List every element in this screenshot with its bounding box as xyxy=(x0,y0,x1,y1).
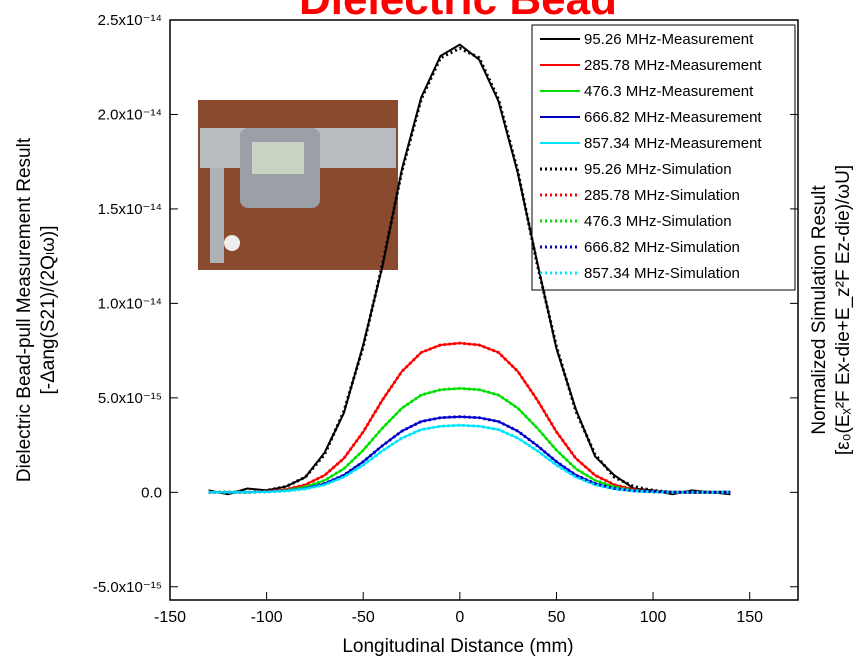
x-tick-label: 0 xyxy=(455,609,464,626)
legend-label: 666.82 MHz-Simulation xyxy=(584,239,740,256)
x-tick-label: 50 xyxy=(548,609,566,626)
x-axis-label: Longitudinal Distance (mm) xyxy=(342,636,573,657)
x-tick-label: -150 xyxy=(154,609,186,626)
legend-label: 285.78 MHz-Measurement xyxy=(584,57,762,74)
y2-axis-label-line: [ε₀(Eₓ²F Ex-die+E_z²F Ez-die)/ωU] xyxy=(833,165,854,455)
legend-label: 476.3 MHz-Simulation xyxy=(584,213,732,230)
series-line xyxy=(208,415,731,494)
y2-axis-label-line: Normalized Simulation Result xyxy=(809,185,830,435)
series-line xyxy=(208,341,731,494)
caliper-screen xyxy=(252,142,304,174)
x-tick-label: -50 xyxy=(352,609,375,626)
x-tick-label: 150 xyxy=(736,609,763,626)
inset-photo xyxy=(198,100,398,270)
bead xyxy=(224,235,240,251)
series-line xyxy=(208,424,731,494)
y-axis-label: Dielectric Bead-pull Measurement Result … xyxy=(14,137,59,482)
y-axis-label-line: Dielectric Bead-pull Measurement Result xyxy=(14,137,35,482)
legend-label: 476.3 MHz-Measurement xyxy=(584,83,754,100)
series-line xyxy=(208,415,731,494)
y-axis-label-line: [-Δang(S21)/(2Qₗω)] xyxy=(38,225,59,394)
y-tick-label: -5.0x10⁻¹⁵ xyxy=(93,579,162,596)
x-tick-label: -100 xyxy=(251,609,283,626)
plot-frame xyxy=(169,19,799,601)
y-tick-label: 0.0 xyxy=(141,484,162,501)
y-tick-label: 5.0x10⁻¹⁵ xyxy=(98,390,162,407)
series-line xyxy=(208,386,731,494)
series-line xyxy=(208,423,731,494)
legend-label: 285.78 MHz-Simulation xyxy=(584,187,740,204)
legend-label: 95.26 MHz-Measurement xyxy=(584,31,754,48)
legend-label: 95.26 MHz-Simulation xyxy=(584,161,732,178)
series-line xyxy=(208,46,731,494)
y-tick-label: 1.5x10⁻¹⁴ xyxy=(98,201,162,218)
y-tick-label: 2.5x10⁻¹⁴ xyxy=(98,12,162,29)
series-line xyxy=(208,387,731,494)
y-tick-label: 2.0x10⁻¹⁴ xyxy=(98,106,162,123)
legend-label: 857.34 MHz-Measurement xyxy=(584,135,762,152)
y-tick-label: 1.0x10⁻¹⁴ xyxy=(98,295,162,312)
legend-label: 666.82 MHz-Measurement xyxy=(584,109,762,126)
x-tick-label: 100 xyxy=(640,609,667,626)
y2-axis-label: Normalized Simulation Result [ε₀(Eₓ²F Ex… xyxy=(809,165,854,455)
legend-label: 857.34 MHz-Simulation xyxy=(584,265,740,282)
caliper-jaw xyxy=(210,168,224,263)
